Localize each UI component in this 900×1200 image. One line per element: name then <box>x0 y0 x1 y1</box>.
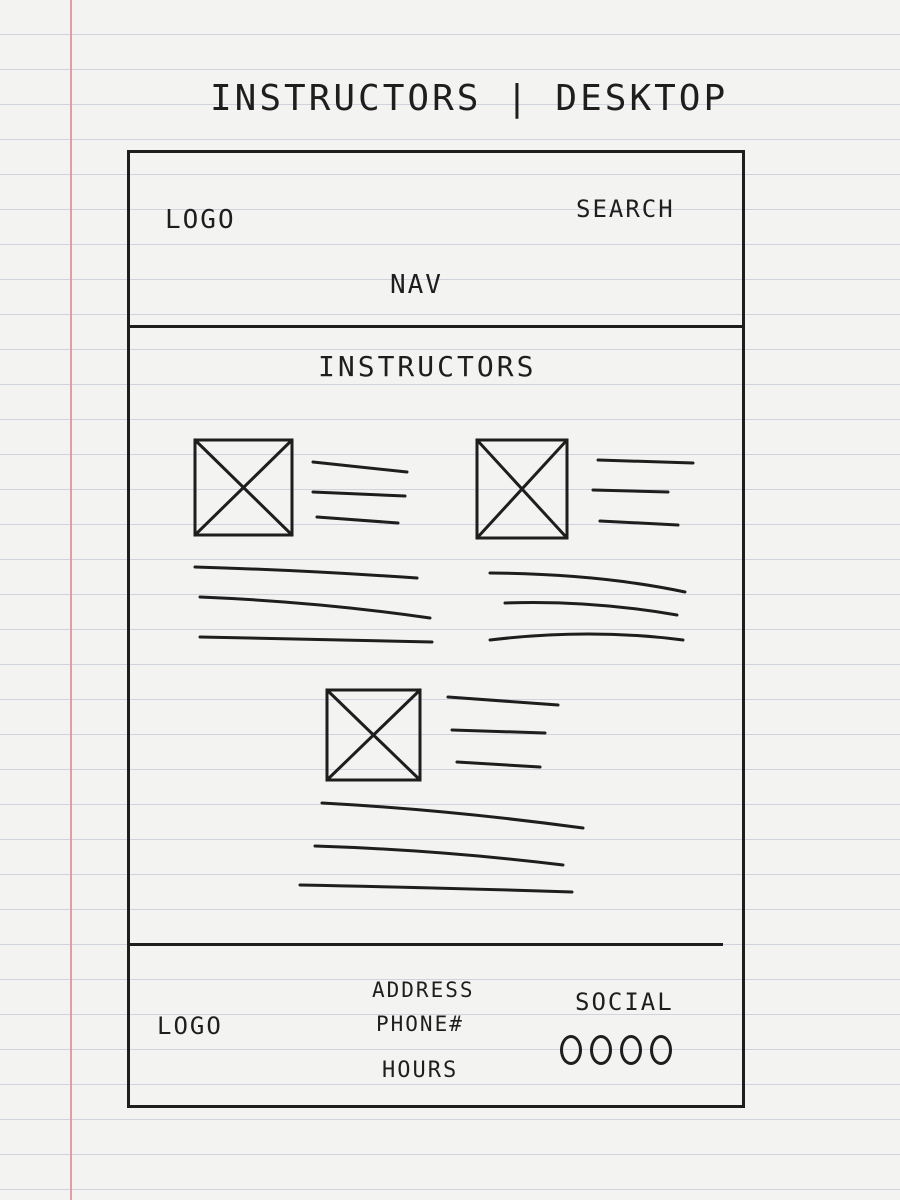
page-title: INSTRUCTORS | DESKTOP <box>210 78 729 119</box>
footer-social-label: SOCIAL <box>575 988 674 1016</box>
text-placeholder-lines <box>298 695 585 894</box>
footer-logo[interactable]: LOGO <box>157 1012 223 1040</box>
wireframe-frame <box>127 150 745 1108</box>
notebook-margin-line <box>70 0 72 1200</box>
image-placeholder <box>475 438 569 540</box>
header-divider <box>127 325 745 328</box>
footer-hours: HOURS <box>382 1058 459 1083</box>
footer-phone: PHONE# <box>376 1012 464 1036</box>
instructor-card[interactable] <box>193 438 434 644</box>
social-icon[interactable] <box>620 1035 642 1065</box>
text-placeholder-lines <box>488 458 695 642</box>
social-icon[interactable] <box>650 1035 672 1065</box>
header-logo[interactable]: LOGO <box>165 205 236 235</box>
footer-divider <box>127 943 723 946</box>
header-nav[interactable]: NAV <box>390 270 443 300</box>
social-icons <box>560 1035 672 1065</box>
social-icon[interactable] <box>560 1035 582 1065</box>
image-placeholder <box>193 438 294 537</box>
social-icon[interactable] <box>590 1035 612 1065</box>
instructor-card[interactable] <box>475 438 695 642</box>
header-search[interactable]: SEARCH <box>576 195 675 223</box>
section-title: INSTRUCTORS <box>318 350 537 383</box>
instructor-card[interactable] <box>298 688 585 894</box>
footer-address: ADDRESS <box>372 978 475 1002</box>
image-placeholder <box>325 688 422 782</box>
text-placeholder-lines <box>193 460 434 644</box>
